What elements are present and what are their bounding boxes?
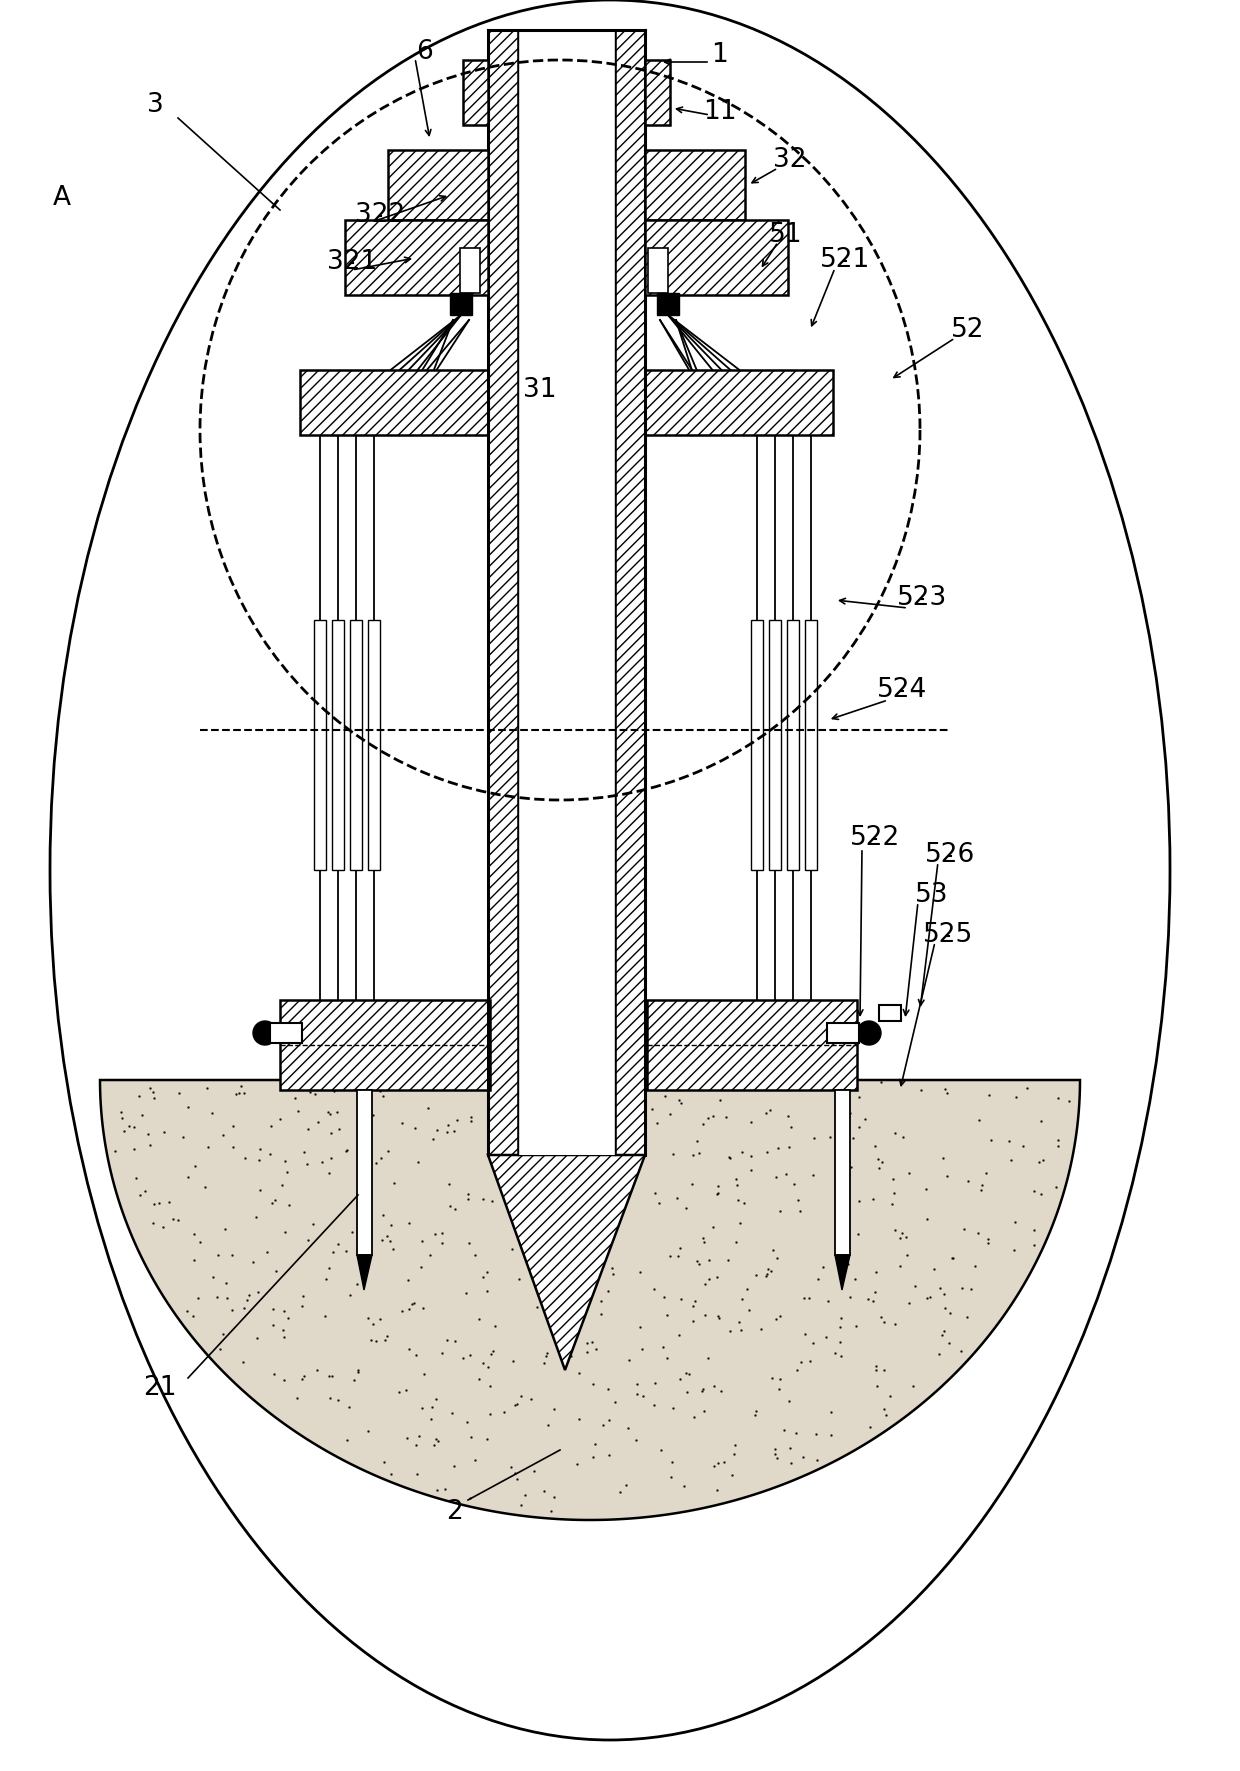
Text: 521: 521 <box>820 246 870 273</box>
Text: 32: 32 <box>774 147 807 174</box>
Bar <box>332 620 343 870</box>
Bar <box>751 620 763 870</box>
Text: 6: 6 <box>417 39 433 66</box>
Bar <box>450 292 472 315</box>
Bar <box>835 1089 849 1256</box>
Text: 522: 522 <box>849 825 900 852</box>
Text: 322: 322 <box>355 202 405 228</box>
Bar <box>649 248 668 292</box>
Bar <box>489 30 518 1155</box>
Text: 2: 2 <box>446 1498 464 1525</box>
Bar <box>645 151 745 220</box>
Text: 524: 524 <box>877 677 928 703</box>
Bar <box>460 248 480 292</box>
Bar <box>645 370 833 436</box>
Bar <box>270 1024 303 1043</box>
Text: 53: 53 <box>915 882 949 909</box>
Bar <box>314 620 326 870</box>
Text: 31: 31 <box>523 377 557 404</box>
Bar <box>645 220 787 296</box>
Text: 52: 52 <box>951 317 985 344</box>
Ellipse shape <box>50 0 1171 1739</box>
Text: 3: 3 <box>146 92 164 119</box>
Text: 11: 11 <box>703 99 737 126</box>
Polygon shape <box>489 1155 645 1371</box>
Bar <box>463 60 489 126</box>
Bar <box>518 30 615 1155</box>
Circle shape <box>857 1022 880 1045</box>
Polygon shape <box>100 1080 1080 1520</box>
Bar <box>805 620 817 870</box>
Text: 1: 1 <box>712 43 728 67</box>
Bar <box>300 370 489 436</box>
Text: A: A <box>53 184 71 211</box>
Bar <box>357 1089 372 1256</box>
Circle shape <box>253 1022 277 1045</box>
Bar <box>388 151 489 220</box>
Bar <box>345 220 489 296</box>
Bar <box>827 1024 859 1043</box>
Bar <box>350 620 362 870</box>
Bar <box>879 1004 901 1022</box>
Text: 523: 523 <box>897 584 947 611</box>
Text: 51: 51 <box>769 221 802 248</box>
Bar <box>368 620 379 870</box>
Bar <box>645 60 670 126</box>
Text: 321: 321 <box>327 250 377 275</box>
Text: 21: 21 <box>144 1374 177 1401</box>
Bar <box>615 30 645 1155</box>
Bar <box>280 1001 490 1089</box>
Text: 525: 525 <box>923 923 973 947</box>
Polygon shape <box>357 1256 372 1289</box>
Bar <box>769 620 781 870</box>
Polygon shape <box>835 1256 849 1289</box>
Text: 526: 526 <box>925 841 975 868</box>
Bar <box>657 292 680 315</box>
Bar <box>647 1001 857 1089</box>
Bar <box>787 620 799 870</box>
